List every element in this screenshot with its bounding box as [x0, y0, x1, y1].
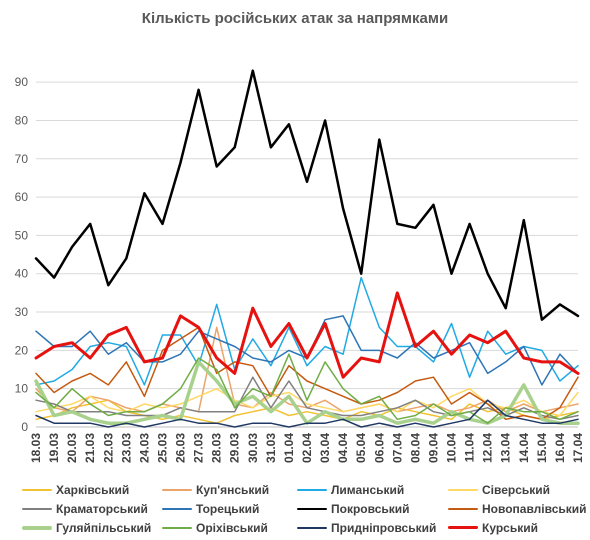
chart-title: Кількість російських атак за напрямками — [141, 10, 449, 27]
legend-item: Придніпровський — [297, 520, 436, 535]
legend-label: Куп'янський — [196, 482, 270, 497]
legend-label: Придніпровський — [331, 520, 437, 535]
x-tick-label: 31.03 — [264, 433, 278, 463]
legend-label: Лиманський — [331, 482, 405, 497]
x-tick-label: 15.04 — [535, 433, 549, 463]
legend-item: Харківський — [22, 482, 129, 497]
legend-swatch — [162, 526, 192, 529]
y-tick-label: 60 — [15, 190, 29, 204]
x-tick-label: 14.04 — [517, 433, 531, 463]
legend-label: Гуляйпільський — [56, 520, 152, 535]
y-tick-label: 70 — [15, 152, 29, 166]
legend-swatch — [297, 507, 327, 511]
x-tick-label: 21.03 — [83, 433, 97, 463]
series-line-2 — [35, 276, 579, 386]
legend-swatch — [448, 488, 478, 491]
x-tick-label: 17.04 — [571, 433, 585, 463]
x-tick-label: 05.04 — [354, 433, 368, 463]
x-tick-label: 03.04 — [318, 433, 332, 463]
x-tick-label: 13.04 — [499, 433, 513, 463]
x-tick-label: 02.04 — [300, 433, 314, 463]
y-tick-label: 50 — [15, 228, 29, 242]
x-tick-label: 22.03 — [101, 433, 115, 463]
y-tick-label: 40 — [15, 267, 29, 281]
x-tick-label: 10.04 — [445, 433, 459, 463]
y-tick-label: 30 — [15, 305, 29, 319]
x-tick-label: 25.03 — [155, 433, 169, 463]
x-tick-label: 27.03 — [192, 433, 206, 463]
legend-swatch — [297, 488, 327, 491]
legend-swatch — [22, 488, 52, 491]
x-tick-label: 18.03 — [29, 433, 43, 463]
x-tick-label: 28.03 — [210, 433, 224, 463]
x-tick-label: 29.03 — [228, 433, 242, 463]
x-tick-label: 07.04 — [390, 433, 404, 463]
x-tick-label: 19.03 — [47, 433, 61, 463]
y-tick-label: 0 — [21, 420, 28, 434]
x-tick-label: 09.04 — [426, 433, 440, 463]
x-tick-label: 12.04 — [481, 433, 495, 463]
series-line-11 — [34, 291, 580, 379]
legend-label: Торецький — [196, 501, 260, 516]
legend-swatch — [448, 507, 478, 510]
legend-item: Курський — [448, 520, 538, 535]
legend-label: Краматорський — [56, 501, 148, 516]
series-line-4 — [35, 376, 579, 421]
x-tick-label: 23.03 — [119, 433, 133, 463]
x-tick-label: 04.04 — [336, 433, 350, 463]
y-tick-label: 10 — [15, 382, 29, 396]
legend-swatch — [162, 507, 192, 510]
line-chart: 0 10 20 30 40 50 60 70 80 90 18.03 19.03 20.03 21.03 2… — [15, 69, 585, 463]
y-tick-label: 90 — [15, 75, 29, 89]
legend-label: Курський — [482, 520, 538, 535]
legend-label: Сіверський — [482, 482, 551, 497]
legend-label: Харківський — [56, 482, 130, 497]
legend-item: Оріхівський — [162, 520, 268, 535]
x-tick-label: 08.04 — [408, 433, 422, 463]
y-tick-label: 20 — [15, 343, 29, 357]
legend-item: Сіверський — [448, 482, 550, 497]
x-tick-label: 16.04 — [553, 433, 567, 463]
series-line-6 — [34, 69, 580, 321]
legend-item: Краматорський — [22, 501, 148, 516]
x-tick-label: 20.03 — [65, 433, 79, 463]
series-line-7 — [35, 326, 579, 421]
legend-swatch — [22, 526, 52, 530]
x-tick-label: 06.04 — [372, 433, 386, 463]
chart-legend: Харківський Куп'янський Лиманський Сіверськ… — [0, 480, 590, 540]
y-tick-label: 80 — [15, 113, 29, 127]
x-tick-label: 01.04 — [282, 433, 296, 463]
x-tick-label: 30.03 — [246, 433, 260, 463]
legend-swatch — [297, 526, 327, 529]
legend-swatch — [22, 507, 52, 510]
series-line-9 — [35, 353, 579, 424]
legend-item: Лиманський — [297, 482, 404, 497]
legend-item: Покровський — [297, 501, 410, 516]
legend-item: Куп'янський — [162, 482, 269, 497]
legend-item: Гуляйпільський — [22, 520, 151, 535]
legend-swatch — [448, 526, 478, 530]
legend-label: Новопавлівський — [482, 501, 587, 516]
series-line-10 — [35, 399, 579, 428]
legend-item: Новопавлівський — [448, 501, 587, 516]
x-tick-label: 24.03 — [137, 433, 151, 463]
legend-swatch — [162, 488, 192, 491]
legend-label: Оріхівський — [196, 520, 268, 535]
legend-label: Покровський — [331, 501, 410, 516]
x-tick-label: 11.04 — [463, 433, 477, 463]
x-tick-label: 26.03 — [174, 433, 188, 463]
legend-item: Торецький — [162, 501, 259, 516]
